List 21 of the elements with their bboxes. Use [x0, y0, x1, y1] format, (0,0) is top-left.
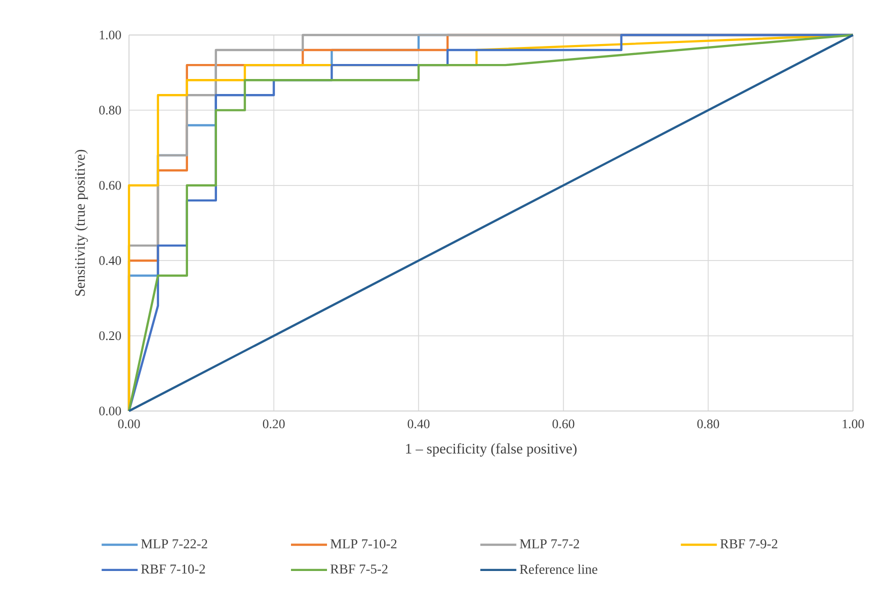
- y-tick-label: 0.60: [99, 180, 121, 190]
- x-axis-title: 1 – specificity (false positive): [406, 443, 577, 457]
- legend-label: RBF 7-10-2: [141, 564, 205, 574]
- x-tick-label: 0.00: [118, 420, 140, 428]
- legend-label: MLP 7-10-2: [330, 539, 396, 548]
- x-tick-label: 0.20: [262, 420, 285, 428]
- legend-label: MLP 7-22-2: [141, 539, 208, 548]
- x-tick-label: 0.60: [552, 420, 574, 428]
- y-tick-label: 1.00: [100, 30, 121, 40]
- legend-label: Reference line: [520, 564, 598, 574]
- legend-label: MLP 7-7-2: [520, 539, 580, 548]
- y-tick-label: 0.40: [99, 256, 121, 266]
- y-tick-label: 0.00: [99, 406, 121, 416]
- x-tick-label: 0.40: [408, 420, 430, 428]
- y-tick-label: 0.80: [99, 106, 121, 115]
- legend-label: RBF 7-5-2: [330, 564, 388, 574]
- y-axis-title: Sensitivity (true positive): [74, 150, 88, 296]
- legend-label: RBF 7-9-2: [720, 539, 778, 548]
- y-tick-label: 0.20: [99, 331, 121, 340]
- x-tick-label: 1.00: [842, 420, 864, 428]
- x-tick-label: 0.80: [697, 420, 720, 428]
